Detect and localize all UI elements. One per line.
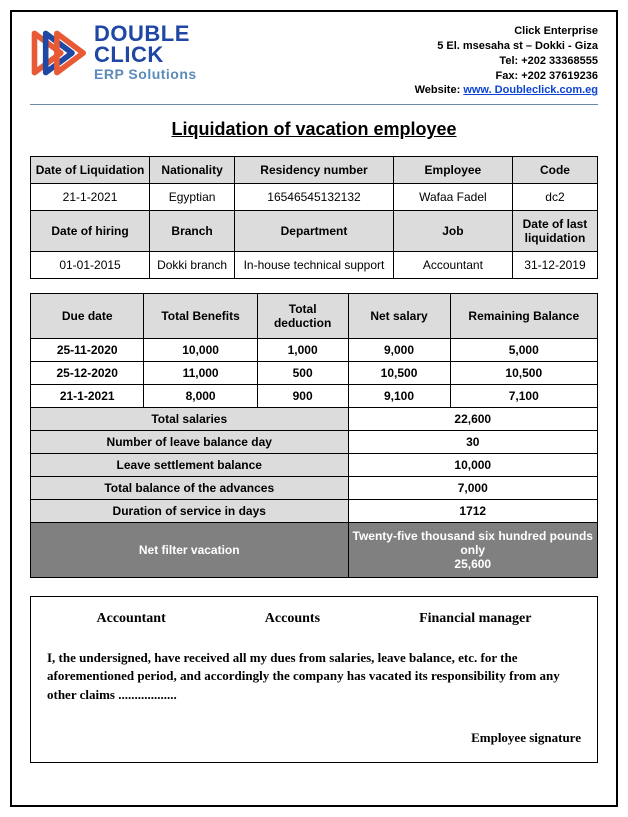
table-row: 21-1-2021 8,000 900 9,100 7,100 bbox=[31, 385, 598, 408]
emp-h1-4: Code bbox=[512, 157, 597, 184]
net-value-num: 25,600 bbox=[353, 557, 594, 571]
table-row: 25-12-2020 11,000 500 10,500 10,500 bbox=[31, 362, 598, 385]
emp-r1-3: Wafaa Fadel bbox=[393, 184, 512, 211]
sal-h-3: Net salary bbox=[348, 294, 450, 339]
sum-label-0: Total salaries bbox=[31, 408, 349, 431]
declaration-text: I, the undersigned, have received all my… bbox=[47, 649, 581, 704]
emp-r2-2: In-house technical support bbox=[235, 252, 394, 279]
logo-line3: ERP Solutions bbox=[94, 66, 197, 82]
sal-r1-1: 11,000 bbox=[144, 362, 257, 385]
sal-r0-2: 1,000 bbox=[257, 339, 348, 362]
sum-val-0: 22,600 bbox=[348, 408, 598, 431]
sal-h-2: Total deduction bbox=[257, 294, 348, 339]
emp-h2-3: Job bbox=[393, 211, 512, 252]
header-divider bbox=[30, 104, 598, 105]
sal-r1-4: 10,500 bbox=[450, 362, 597, 385]
role-financial-manager: Financial manager bbox=[419, 611, 531, 627]
employee-signature-label: Employee signature bbox=[47, 730, 581, 746]
emp-r1-1: Egyptian bbox=[150, 184, 235, 211]
sum-val-1: 30 bbox=[348, 431, 598, 454]
sal-r2-0: 21-1-2021 bbox=[31, 385, 144, 408]
website-link[interactable]: www. Doubleclick.com.eg bbox=[463, 84, 598, 96]
emp-r2-4: 31-12-2019 bbox=[512, 252, 597, 279]
sal-h-0: Due date bbox=[31, 294, 144, 339]
table-row: Total balance of the advances 7,000 bbox=[31, 477, 598, 500]
role-accounts: Accounts bbox=[265, 611, 320, 627]
net-value: Twenty-five thousand six hundred pounds … bbox=[348, 523, 598, 578]
sum-label-1: Number of leave balance day bbox=[31, 431, 349, 454]
table-row: Due date Total Benefits Total deduction … bbox=[31, 294, 598, 339]
page-title: Liquidation of vacation employee bbox=[30, 119, 598, 140]
logo-block: DOUBLE CLICK ERP Solutions bbox=[30, 24, 197, 82]
net-row: Net filter vacation Twenty-five thousand… bbox=[31, 523, 598, 578]
net-value-text: Twenty-five thousand six hundred pounds … bbox=[353, 529, 594, 557]
website-label: Website: bbox=[415, 84, 461, 96]
sal-r2-4: 7,100 bbox=[450, 385, 597, 408]
emp-r1-2: 16546545132132 bbox=[235, 184, 394, 211]
sal-r2-1: 8,000 bbox=[144, 385, 257, 408]
emp-h1-3: Employee bbox=[393, 157, 512, 184]
emp-h1-1: Nationality bbox=[150, 157, 235, 184]
emp-r2-3: Accountant bbox=[393, 252, 512, 279]
sum-label-4: Duration of service in days bbox=[31, 500, 349, 523]
company-tel: Tel: +202 33368555 bbox=[415, 54, 598, 69]
sum-label-2: Leave settlement balance bbox=[31, 454, 349, 477]
company-fax: Fax: +202 37619236 bbox=[415, 69, 598, 84]
company-website: Website: www. Doubleclick.com.eg bbox=[415, 83, 598, 98]
emp-h2-0: Date of hiring bbox=[31, 211, 150, 252]
company-address: 5 El. msesaha st – Dokki - Giza bbox=[415, 39, 598, 54]
emp-h2-2: Department bbox=[235, 211, 394, 252]
sal-r0-3: 9,000 bbox=[348, 339, 450, 362]
table-row: Date of Liquidation Nationality Residenc… bbox=[31, 157, 598, 184]
sal-r1-2: 500 bbox=[257, 362, 348, 385]
net-label: Net filter vacation bbox=[31, 523, 349, 578]
header-row: DOUBLE CLICK ERP Solutions Click Enterpr… bbox=[30, 24, 598, 98]
role-accountant: Accountant bbox=[97, 611, 166, 627]
table-row: 21-1-2021 Egyptian 16546545132132 Wafaa … bbox=[31, 184, 598, 211]
emp-h2-4: Date of last liquidation bbox=[512, 211, 597, 252]
triple-triangle-icon bbox=[30, 25, 86, 81]
sal-h-4: Remaining Balance bbox=[450, 294, 597, 339]
sal-r2-2: 900 bbox=[257, 385, 348, 408]
table-row: 25-11-2020 10,000 1,000 9,000 5,000 bbox=[31, 339, 598, 362]
sum-val-4: 1712 bbox=[348, 500, 598, 523]
logo-text: DOUBLE CLICK ERP Solutions bbox=[94, 24, 197, 82]
table-row: Leave settlement balance 10,000 bbox=[31, 454, 598, 477]
sal-r0-0: 25-11-2020 bbox=[31, 339, 144, 362]
signature-roles-row: Accountant Accounts Financial manager bbox=[47, 611, 581, 627]
sal-h-1: Total Benefits bbox=[144, 294, 257, 339]
logo-line2: CLICK bbox=[94, 45, 197, 66]
emp-h2-1: Branch bbox=[150, 211, 235, 252]
table-row: 01-01-2015 Dokki branch In-house technic… bbox=[31, 252, 598, 279]
company-name: Click Enterprise bbox=[415, 24, 598, 39]
emp-h1-2: Residency number bbox=[235, 157, 394, 184]
emp-r1-0: 21-1-2021 bbox=[31, 184, 150, 211]
sal-r0-4: 5,000 bbox=[450, 339, 597, 362]
emp-h1-0: Date of Liquidation bbox=[31, 157, 150, 184]
table-row: Duration of service in days 1712 bbox=[31, 500, 598, 523]
sal-r1-0: 25-12-2020 bbox=[31, 362, 144, 385]
sum-val-2: 10,000 bbox=[348, 454, 598, 477]
sum-val-3: 7,000 bbox=[348, 477, 598, 500]
emp-r2-0: 01-01-2015 bbox=[31, 252, 150, 279]
sal-r1-3: 10,500 bbox=[348, 362, 450, 385]
salary-table: Due date Total Benefits Total deduction … bbox=[30, 293, 598, 578]
page-frame: DOUBLE CLICK ERP Solutions Click Enterpr… bbox=[10, 10, 618, 807]
table-row: Total salaries 22,600 bbox=[31, 408, 598, 431]
table-row: Number of leave balance day 30 bbox=[31, 431, 598, 454]
emp-r2-1: Dokki branch bbox=[150, 252, 235, 279]
emp-r1-4: dc2 bbox=[512, 184, 597, 211]
sal-r0-1: 10,000 bbox=[144, 339, 257, 362]
table-row: Date of hiring Branch Department Job Dat… bbox=[31, 211, 598, 252]
sal-r2-3: 9,100 bbox=[348, 385, 450, 408]
company-info: Click Enterprise 5 El. msesaha st – Dokk… bbox=[415, 24, 598, 98]
employee-info-table: Date of Liquidation Nationality Residenc… bbox=[30, 156, 598, 279]
signature-box: Accountant Accounts Financial manager I,… bbox=[30, 596, 598, 763]
sum-label-3: Total balance of the advances bbox=[31, 477, 349, 500]
